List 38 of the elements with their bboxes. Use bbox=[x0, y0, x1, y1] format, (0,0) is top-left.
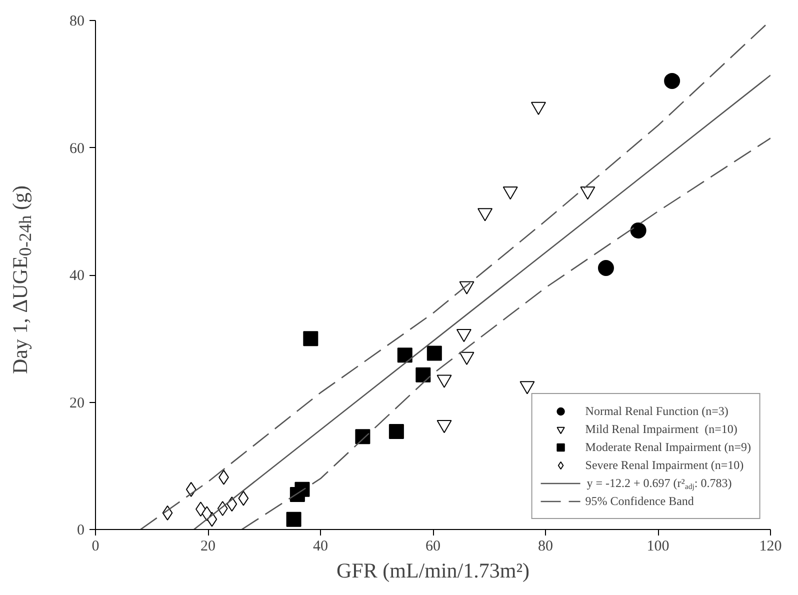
point bbox=[202, 506, 212, 522]
point bbox=[388, 424, 404, 440]
point bbox=[598, 260, 614, 276]
legend-label: 95% Confidence Band bbox=[585, 492, 694, 510]
y-tick-label: 0 bbox=[77, 522, 84, 538]
point bbox=[530, 102, 546, 115]
y-tick-label: 20 bbox=[70, 395, 84, 412]
x-tick-label: 120 bbox=[759, 538, 782, 554]
y-tick-label: 80 bbox=[70, 14, 84, 30]
point bbox=[426, 346, 442, 361]
point bbox=[502, 186, 518, 200]
point bbox=[580, 186, 596, 200]
y-tick-label: 60 bbox=[70, 140, 84, 157]
point bbox=[436, 374, 452, 388]
x-tick-label: 60 bbox=[426, 538, 440, 554]
y-tick-label: 40 bbox=[70, 268, 84, 284]
point bbox=[456, 328, 472, 342]
point bbox=[436, 420, 452, 434]
point bbox=[303, 331, 318, 346]
point bbox=[355, 429, 370, 444]
point bbox=[397, 348, 412, 363]
x-tick-label: 20 bbox=[200, 538, 216, 554]
x-tick-label: 0 bbox=[92, 538, 100, 554]
legend-label: Moderate Renal Impairment (n=9) bbox=[585, 438, 751, 456]
point bbox=[416, 367, 431, 382]
point bbox=[478, 208, 493, 222]
legend-label: Severe Renal Impairment (n=10) bbox=[585, 456, 744, 474]
point bbox=[459, 352, 474, 366]
x-tick-label: 40 bbox=[313, 538, 328, 554]
x-tick-label: 100 bbox=[646, 538, 670, 554]
point bbox=[520, 381, 535, 394]
line-series bbox=[241, 138, 770, 530]
legend-label: Normal Renal Function (n=3) bbox=[585, 402, 728, 420]
x-tick-label: 80 bbox=[538, 538, 553, 554]
point bbox=[286, 512, 302, 527]
x-axis-title: GFR (mL/min/1.73m²) bbox=[336, 558, 530, 582]
point bbox=[238, 490, 249, 506]
legend-label: Mild Renal Impairment (n=10) bbox=[585, 420, 738, 438]
